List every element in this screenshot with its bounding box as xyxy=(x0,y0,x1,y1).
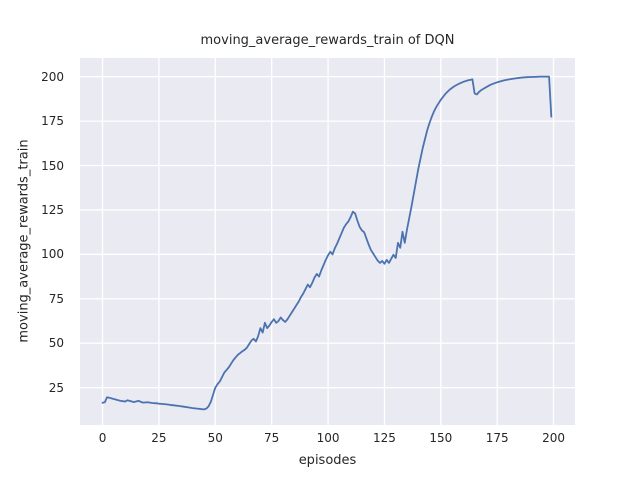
y-tick-label: 50 xyxy=(48,336,64,351)
x-axis-label: episodes xyxy=(298,453,357,468)
x-tick-label: 25 xyxy=(151,431,167,445)
y-tick-label: 100 xyxy=(41,247,64,262)
x-tick-label: 0 xyxy=(98,431,107,445)
y-tick-label: 125 xyxy=(41,202,64,217)
y-tick-label: 175 xyxy=(41,114,64,129)
x-tick-label: 50 xyxy=(207,431,223,445)
y-tick-label: 75 xyxy=(48,291,64,306)
x-tick-label: 100 xyxy=(316,431,340,445)
y-tick-label: 150 xyxy=(41,158,64,173)
chart-title: moving_average_rewards_train of DQN xyxy=(200,33,455,48)
y-tick-label: 25 xyxy=(48,380,64,395)
series-line xyxy=(101,75,553,411)
line-chart-svg xyxy=(80,58,575,425)
x-tick-label: 125 xyxy=(372,431,396,445)
x-tick-label: 200 xyxy=(542,431,566,445)
x-tick-label: 75 xyxy=(264,431,280,445)
plot-area xyxy=(80,58,575,425)
x-tick-label: 150 xyxy=(429,431,453,445)
y-tick-label: 200 xyxy=(41,69,64,84)
y-axis-label: moving_average_rewards_train xyxy=(16,139,32,343)
x-tick-label: 175 xyxy=(485,431,509,445)
